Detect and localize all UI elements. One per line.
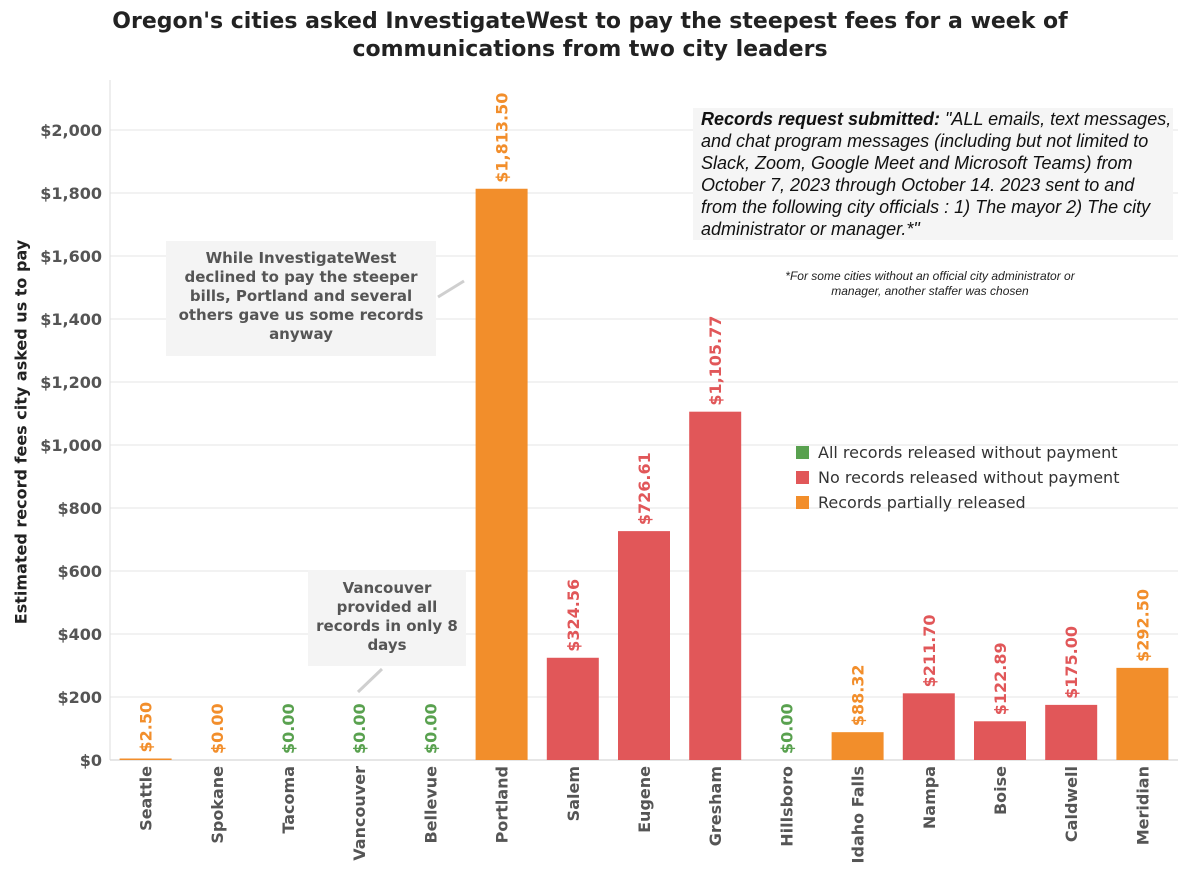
x-tick-label: Salem — [564, 766, 583, 821]
legend-item-partial: Records partially released — [796, 490, 1119, 515]
data-label: $0.00 — [350, 703, 369, 754]
x-tick-label: Meridian — [1133, 766, 1152, 845]
legend-swatch-orange — [796, 496, 809, 509]
data-label: $0.00 — [421, 703, 440, 754]
x-tick-label: Gresham — [706, 766, 725, 846]
legend: All records released without payment No … — [796, 440, 1119, 515]
records-request-label: Records request submitted: — [701, 109, 946, 129]
data-label: $2.50 — [137, 702, 156, 753]
legend-label: Records partially released — [818, 493, 1026, 512]
x-tick-label: Vancouver — [350, 766, 369, 861]
bar — [618, 531, 670, 760]
x-tick-label: Bellevue — [421, 766, 440, 844]
bar — [974, 721, 1026, 760]
bar — [831, 732, 884, 760]
data-label: $1,105.77 — [706, 316, 725, 406]
bar — [689, 411, 742, 760]
bar — [1045, 704, 1098, 760]
x-tick-label: Idaho Falls — [849, 766, 868, 863]
y-tick-label: $200 — [57, 688, 102, 707]
y-tick-label: $400 — [57, 625, 102, 644]
data-label: $175.00 — [1062, 626, 1081, 699]
y-axis-label: Estimated record fees city asked us to p… — [11, 239, 31, 625]
records-request-footnote: *For some cities without an official cit… — [785, 269, 1075, 298]
y-tick-label: $0 — [80, 751, 102, 770]
x-tick-label: Nampa — [920, 766, 939, 829]
data-label: $211.70 — [920, 614, 939, 687]
portland-callout: While InvestigateWest declined to pay th… — [166, 241, 436, 356]
records-request-box: Records request submitted: "ALL emails, … — [693, 108, 1173, 240]
portland-callout-connector — [437, 279, 465, 299]
chart-title-line-1: Oregon's cities asked InvestigateWest to… — [112, 9, 1068, 34]
data-label: $324.56 — [564, 579, 583, 652]
records-request-text: "ALL emails, text messages, and chat pro… — [701, 109, 1172, 239]
chart-title-line-2: communications from two city leaders — [352, 37, 828, 62]
legend-swatch-red — [796, 471, 809, 484]
x-tick-label: Hillsboro — [777, 766, 796, 847]
x-tick-label: Tacoma — [279, 766, 298, 834]
y-tick-label: $1,000 — [40, 436, 102, 455]
data-label: $0.00 — [208, 703, 227, 754]
x-tick-label: Caldwell — [1062, 766, 1081, 842]
vancouver-callout-connector — [356, 667, 384, 694]
bar — [1116, 667, 1169, 760]
y-tick-label: $1,600 — [40, 247, 102, 266]
data-label: $1,813.50 — [493, 93, 512, 183]
bar — [902, 693, 955, 760]
x-tick-label: Eugene — [635, 766, 654, 833]
data-label: $0.00 — [279, 703, 298, 754]
data-label: $88.32 — [849, 664, 868, 726]
legend-item-all-released: All records released without payment — [796, 440, 1119, 465]
y-tick-label: $1,400 — [40, 310, 102, 329]
x-tick-label: Boise — [991, 766, 1010, 815]
data-label: $292.50 — [1133, 589, 1152, 662]
y-tick-label: $1,800 — [40, 184, 102, 203]
legend-item-no-records: No records released without payment — [796, 465, 1119, 490]
data-label: $122.89 — [991, 642, 1010, 715]
y-tick-label: $2,000 — [40, 121, 102, 140]
x-tick-label: Seattle — [137, 766, 156, 831]
x-tick-label: Portland — [493, 766, 512, 843]
bar — [119, 758, 172, 760]
y-tick-label: $1,200 — [40, 373, 102, 392]
chart-title: Oregon's cities asked InvestigateWest to… — [40, 8, 1140, 64]
data-label: $0.00 — [777, 703, 796, 754]
y-tick-label: $800 — [57, 499, 102, 518]
legend-label: All records released without payment — [818, 443, 1118, 462]
legend-swatch-green — [796, 446, 809, 459]
data-label: $726.61 — [635, 452, 654, 525]
bar — [546, 657, 599, 760]
legend-label: No records released without payment — [818, 468, 1120, 487]
y-tick-label: $600 — [57, 562, 102, 581]
bar — [475, 188, 528, 760]
vancouver-callout: Vancouver provided all records in only 8… — [308, 570, 466, 666]
x-tick-label: Spokane — [208, 766, 227, 844]
